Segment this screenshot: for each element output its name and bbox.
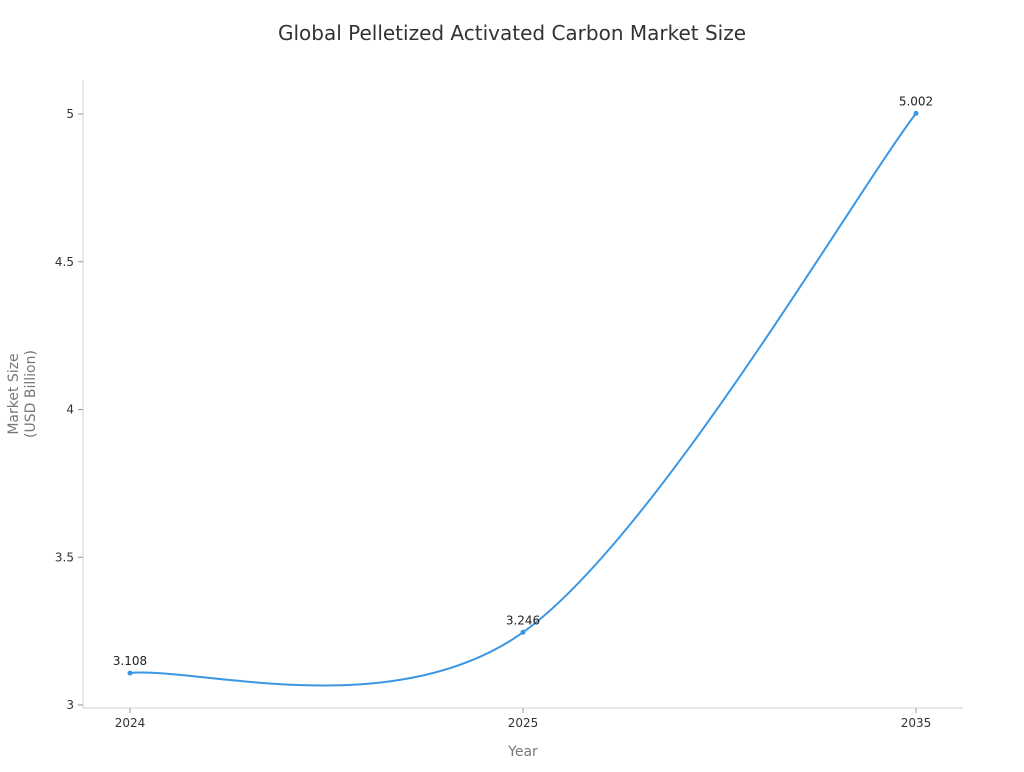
data-label: 3.246 bbox=[506, 613, 540, 627]
chart-title: Global Pelletized Activated Carbon Marke… bbox=[278, 21, 746, 45]
y-tick-label: 3 bbox=[66, 698, 74, 712]
y-tick-label: 4 bbox=[66, 403, 74, 417]
data-point bbox=[127, 670, 133, 676]
x-tick-label: 2025 bbox=[508, 716, 539, 730]
data-label: 3.108 bbox=[113, 654, 147, 668]
y-axis-label-line-2: (USD Billion) bbox=[23, 350, 39, 438]
data-label: 5.002 bbox=[899, 94, 933, 108]
y-tick-label: 5 bbox=[66, 107, 74, 121]
data-point bbox=[520, 629, 526, 635]
y-axis-label-line-1: Market Size bbox=[6, 353, 22, 434]
series-line bbox=[129, 112, 917, 687]
y-tick-label: 4.5 bbox=[55, 255, 74, 269]
data-point bbox=[913, 110, 919, 116]
x-tick-label: 2024 bbox=[115, 716, 146, 730]
x-axis-label: Year bbox=[507, 744, 538, 760]
y-tick-label: 3.5 bbox=[55, 550, 74, 564]
x-tick-label: 2035 bbox=[901, 716, 932, 730]
